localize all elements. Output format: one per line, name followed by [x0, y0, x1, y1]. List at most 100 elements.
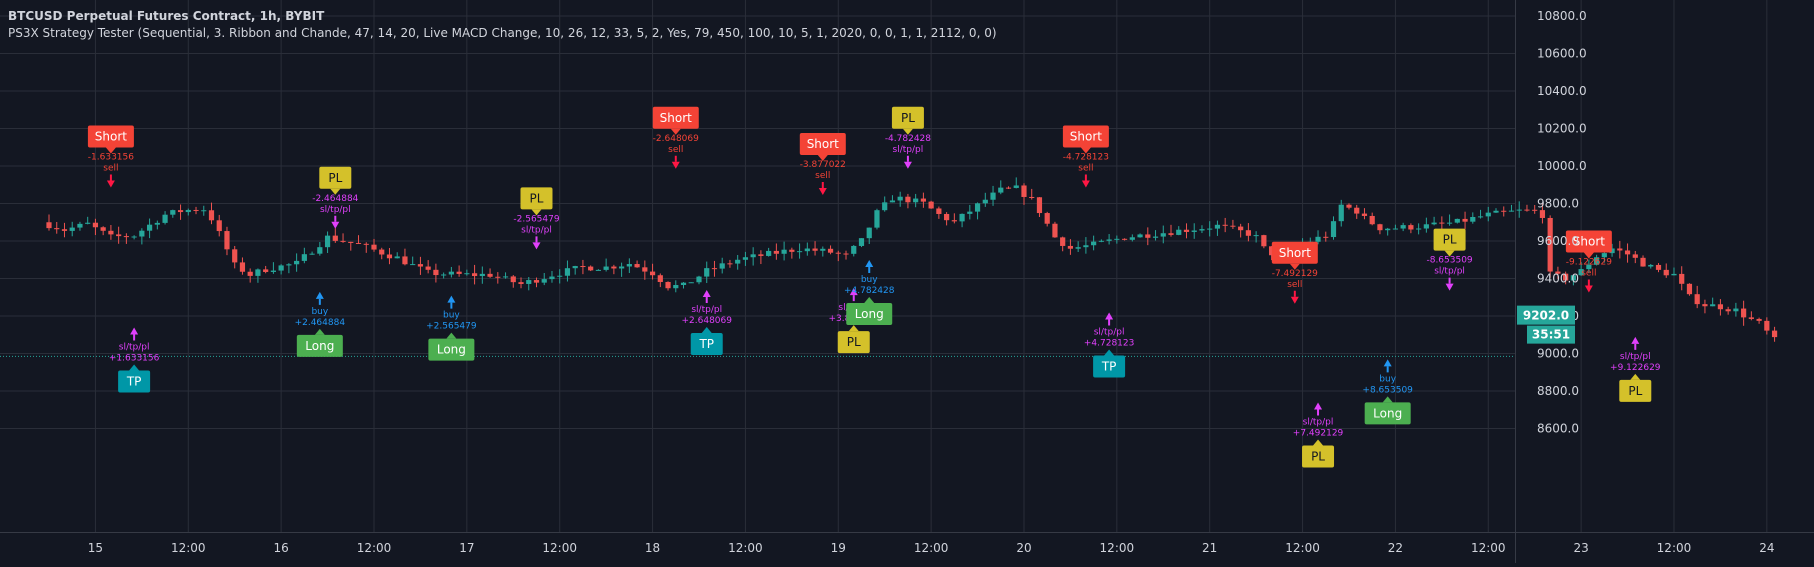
short-signal-label: Short — [1565, 230, 1612, 259]
exit-signal-action: sl/tp/pl — [1094, 328, 1125, 338]
exit-signal-label-pointer — [129, 364, 140, 371]
candle-body — [355, 242, 362, 244]
candle-body — [843, 253, 849, 255]
candle-body — [410, 264, 416, 266]
x-tick-label: 15 — [88, 541, 103, 555]
candle-body — [882, 202, 888, 211]
candle-body — [1578, 269, 1584, 276]
candle-body — [1315, 236, 1321, 242]
exit-signal-label: PL — [837, 325, 870, 354]
sell-arrow — [1081, 180, 1090, 188]
buy-arrow — [315, 291, 324, 299]
candle-body — [1083, 245, 1089, 248]
candle-body — [928, 201, 934, 209]
candle-body — [1686, 283, 1693, 295]
candle-body — [510, 276, 516, 283]
exit-signal-label-pointer — [1313, 439, 1324, 446]
x-tick-label: 12:00 — [1285, 541, 1320, 555]
candle-body — [402, 256, 408, 265]
x-tick-label: 21 — [1202, 541, 1217, 555]
long-signal-label-box — [428, 338, 475, 361]
sell-arrow — [106, 180, 115, 188]
x-tick-label: 16 — [273, 541, 288, 555]
candle-body — [100, 227, 106, 231]
exit-arrow — [1105, 312, 1114, 320]
symbol-title[interactable]: BTCUSD Perpetual Futures Contract, 1h, B… — [8, 9, 325, 23]
y-tick-label: 10400.0 — [1537, 84, 1587, 98]
candle-body — [193, 209, 199, 211]
y-tick-label: 9400.0 — [1537, 272, 1579, 286]
candle-body — [1586, 264, 1592, 270]
candle-body — [1454, 218, 1460, 223]
short-signal-value: -7.492129 — [1272, 269, 1318, 279]
short-signal-label-text: Short — [807, 137, 839, 151]
candle-body — [255, 269, 261, 276]
candle-body — [286, 264, 292, 266]
exit-signal-label-text: TP — [698, 337, 714, 351]
candle-body — [456, 271, 462, 274]
candle-body — [1640, 257, 1646, 267]
candle-body — [1524, 209, 1530, 211]
exit-signal-value: +9.122629 — [1610, 363, 1661, 373]
candle-body — [1036, 197, 1043, 214]
exit-signal-label-pointer — [1444, 250, 1455, 257]
last-price-label: 9202.0 — [1523, 309, 1569, 323]
candle-body — [1191, 230, 1197, 232]
long-signal-label-text: Long — [855, 307, 884, 321]
candle-body — [1029, 196, 1035, 198]
candle-body — [1408, 225, 1414, 230]
candle-body — [294, 260, 300, 265]
candle-body — [1516, 209, 1522, 211]
exit-arrow — [849, 288, 858, 296]
study-legend[interactable]: PS3X Strategy Tester (Sequential, 3. Rib… — [8, 26, 997, 40]
candle-body — [812, 248, 818, 251]
short-signal-action: sell — [1581, 269, 1596, 279]
candle-body — [1137, 234, 1143, 238]
exit-signal-label: TP — [118, 364, 151, 393]
candle-body — [441, 274, 447, 276]
candle-body — [1771, 330, 1778, 338]
exit-signal-label-pointer — [330, 188, 341, 195]
candle-body — [982, 199, 988, 204]
candle-body — [1416, 228, 1422, 230]
candle-body — [1446, 222, 1453, 224]
exit-signal-action: sl/tp/pl — [893, 145, 924, 155]
short-signal-label-text: Short — [660, 111, 692, 125]
candle-body — [974, 203, 981, 212]
short-signal-label: Short — [799, 133, 846, 161]
candle-body — [1168, 233, 1174, 235]
long-signal-action: buy — [443, 311, 460, 321]
candle-body — [1462, 218, 1468, 222]
long-signal-label-box — [296, 334, 343, 357]
exit-signal-label-box — [319, 166, 352, 189]
candle-body — [1044, 213, 1050, 224]
candle-body — [61, 229, 68, 231]
candle-body — [239, 262, 246, 272]
long-signal-label-box — [1364, 402, 1411, 425]
candle-body — [827, 248, 834, 253]
short-signal-action: sell — [815, 171, 830, 181]
candle-body — [85, 222, 91, 224]
candle-body — [595, 269, 601, 271]
sell-arrow — [671, 161, 680, 169]
short-signal-action: sell — [668, 145, 683, 155]
candle-body — [1222, 224, 1228, 226]
candle-body — [77, 223, 83, 228]
exit-signal-label-pointer — [531, 209, 542, 216]
countdown-marker — [1527, 325, 1575, 344]
candle-body — [139, 230, 145, 237]
candle-body — [789, 249, 795, 252]
exit-signal-action: sl/tp/pl — [691, 305, 722, 315]
candle-body — [487, 273, 493, 277]
exit-signal-action: sl/tp/pl — [320, 205, 351, 215]
x-tick-label: 12:00 — [1471, 541, 1506, 555]
short-signal-label-text: Short — [1573, 235, 1605, 249]
candle-body — [1617, 248, 1623, 251]
exit-signal-label-text: PL — [328, 171, 342, 185]
candle-body — [796, 251, 803, 253]
candle-body — [162, 214, 168, 223]
candle-body — [1570, 275, 1576, 281]
candle-body — [1431, 222, 1437, 225]
